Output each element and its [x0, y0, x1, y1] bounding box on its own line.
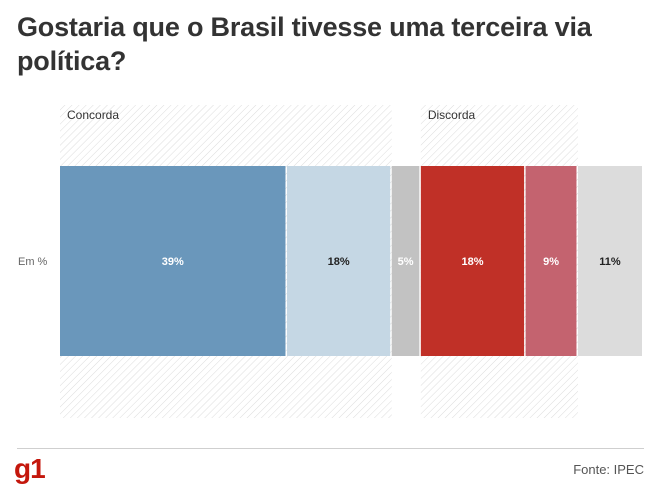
data-label-5: 11%	[599, 256, 621, 268]
bar-segment-0	[60, 166, 286, 356]
stacked-bar-chart: Concorda Discorda 39% 18% 5% 18% 9% 11% Em %	[18, 105, 642, 418]
group-label-1: Discorda	[428, 108, 476, 122]
bar-segment-4	[525, 166, 577, 356]
source-note: Fonte: IPEC	[573, 462, 644, 477]
bar-segment-5	[577, 166, 642, 356]
bar-segment-3	[420, 166, 525, 356]
data-label-0: 39%	[162, 256, 184, 268]
group-label-0: Concorda	[67, 108, 119, 122]
data-label-3: 18%	[461, 256, 483, 268]
g1-logo: g1	[14, 453, 46, 484]
category-label: Em %	[18, 256, 48, 268]
data-label-2: 5%	[398, 256, 414, 268]
footer-divider	[17, 448, 644, 449]
bar-segment-2	[391, 166, 420, 356]
data-label-1: 18%	[328, 256, 350, 268]
data-label-4: 9%	[543, 256, 559, 268]
chart-title: Gostaria que o Brasil tivesse uma tercei…	[17, 12, 592, 76]
bar-segment-1	[286, 166, 391, 356]
